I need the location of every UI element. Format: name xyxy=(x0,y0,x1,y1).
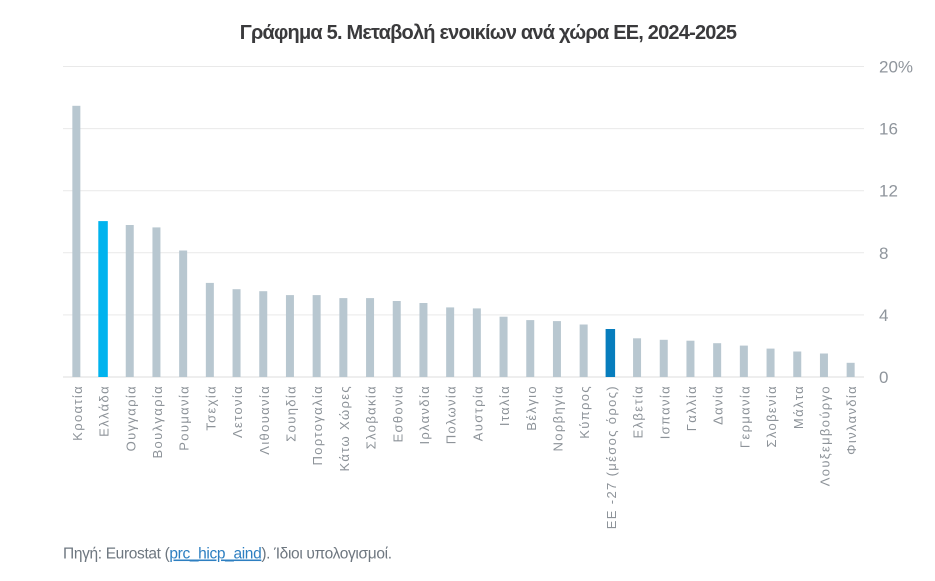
svg-text:Λουξεμβούργο: Λουξεμβούργο xyxy=(817,385,832,486)
svg-text:20%: 20% xyxy=(879,58,913,77)
svg-text:Κύπρος: Κύπρος xyxy=(577,385,592,439)
svg-text:Κροατία: Κροατία xyxy=(70,385,85,441)
svg-text:Ισπανία: Ισπανία xyxy=(657,385,672,439)
svg-text:0: 0 xyxy=(879,368,888,387)
svg-text:Ελβετία: Ελβετία xyxy=(631,385,646,438)
svg-text:Βέλγιο: Βέλγιο xyxy=(524,385,539,431)
svg-text:12: 12 xyxy=(879,182,898,201)
svg-text:Σουηδία: Σουηδία xyxy=(283,385,298,442)
svg-text:Γερμανία: Γερμανία xyxy=(737,385,752,448)
svg-text:Κάτω Χώρες: Κάτω Χώρες xyxy=(337,385,352,472)
svg-text:Ρουμανία: Ρουμανία xyxy=(177,385,192,451)
svg-text:Σλοβενία: Σλοβενία xyxy=(764,385,779,448)
svg-text:Σλοβακία: Σλοβακία xyxy=(364,385,379,449)
svg-text:8: 8 xyxy=(879,244,888,263)
svg-text:Εσθονία: Εσθονία xyxy=(390,385,405,443)
svg-text:Πολωνία: Πολωνία xyxy=(444,385,459,444)
svg-text:Ιταλία: Ιταλία xyxy=(497,385,512,426)
svg-text:Βουλγαρία: Βουλγαρία xyxy=(150,385,165,458)
svg-text:16: 16 xyxy=(879,120,898,139)
svg-text:Λετονία: Λετονία xyxy=(230,385,245,438)
svg-text:Πορτογαλία: Πορτογαλία xyxy=(310,385,325,465)
svg-text:Τσεχία: Τσεχία xyxy=(203,385,218,431)
svg-text:Νορβηγία: Νορβηγία xyxy=(550,385,565,451)
svg-text:4: 4 xyxy=(879,306,888,325)
svg-text:Πηγή: Eurostat (prc_hicp_aind): Πηγή: Eurostat (prc_hicp_aind). Ίδιοι υπ… xyxy=(63,546,392,563)
svg-text:Μάλτα: Μάλτα xyxy=(791,385,806,429)
svg-text:Φινλανδία: Φινλανδία xyxy=(844,385,859,455)
svg-text:Ελλάδα: Ελλάδα xyxy=(97,385,112,437)
svg-text:Δανία: Δανία xyxy=(711,385,726,425)
svg-text:Ιρλανδία: Ιρλανδία xyxy=(417,385,432,445)
svg-text:ΕΕ -27 (μέσος όρος): ΕΕ -27 (μέσος όρος) xyxy=(604,385,619,529)
svg-text:Αυστρία: Αυστρία xyxy=(470,385,485,441)
svg-text:Ουγγαρία: Ουγγαρία xyxy=(123,385,138,451)
svg-text:Γαλλία: Γαλλία xyxy=(684,385,699,431)
svg-text:Γράφημα 5. Μεταβολή ενοικίων α: Γράφημα 5. Μεταβολή ενοικίων ανά χώρα ΕΕ… xyxy=(240,22,737,44)
svg-text:Λιθουανία: Λιθουανία xyxy=(257,385,272,455)
